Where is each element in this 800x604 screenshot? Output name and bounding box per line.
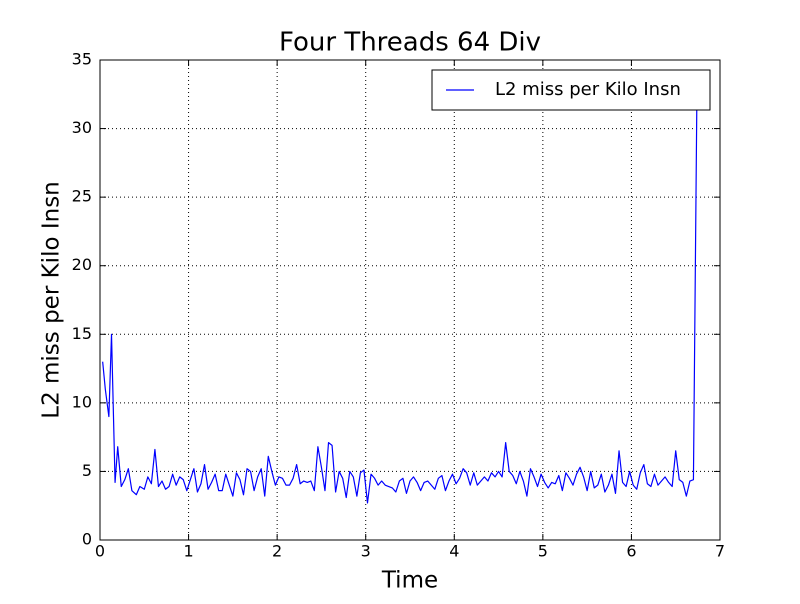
legend: L2 miss per Kilo Insn — [431, 69, 711, 111]
y-tick-label: 15 — [72, 324, 92, 343]
x-tick-label: 7 — [715, 542, 725, 561]
y-tick-label: 25 — [72, 187, 92, 206]
x-axis-label: Time — [381, 568, 438, 594]
x-tick-label: 0 — [95, 542, 105, 561]
x-tick-label: 4 — [449, 542, 459, 561]
x-tick-label: 6 — [626, 542, 636, 561]
x-tick-label: 3 — [361, 542, 371, 561]
x-tick-label: 5 — [538, 542, 548, 561]
plot — [102, 87, 698, 504]
axes-frame — [99, 59, 721, 541]
y-tick-label: 0 — [82, 530, 92, 549]
y-tick-label: 35 — [72, 50, 92, 69]
chart-title: Four Threads 64 Div — [279, 28, 541, 58]
data-line — [102, 87, 698, 504]
y-tick-label: 30 — [72, 118, 92, 137]
legend-label: L2 miss per Kilo Insn — [495, 79, 681, 100]
y-tick-label: 5 — [82, 461, 92, 480]
x-tick-label: 1 — [183, 542, 193, 561]
y-axis-label: L2 miss per Kilo Insn — [39, 181, 65, 419]
legend-box — [431, 69, 711, 111]
y-tick-label: 10 — [72, 392, 92, 411]
ticks: 0 1 2 3 4 5 6 7 0 5 10 15 20 25 30 35 — [72, 50, 725, 561]
y-tick-label: 20 — [72, 255, 92, 274]
x-tick-label: 2 — [272, 542, 282, 561]
